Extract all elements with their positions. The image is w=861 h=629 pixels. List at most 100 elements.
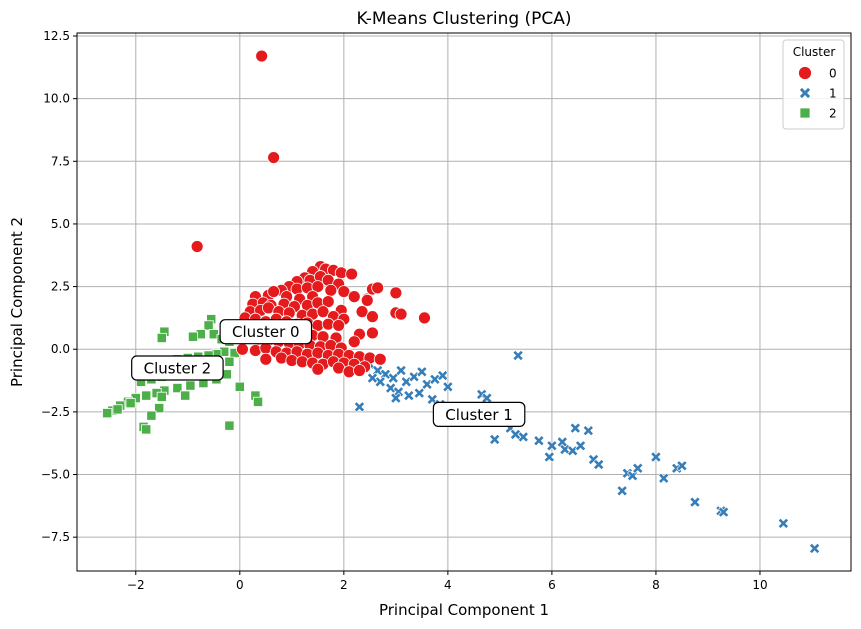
data-point-cluster-0 <box>311 362 325 376</box>
x-tick-label: 4 <box>444 578 452 592</box>
data-point-cluster-0 <box>366 310 379 324</box>
data-point-cluster-1 <box>546 440 558 452</box>
data-point-cluster-2 <box>172 383 183 394</box>
x-tick-label: 8 <box>652 578 660 592</box>
y-tick-label: 5.0 <box>51 217 70 231</box>
x-tick-label: 6 <box>548 578 556 592</box>
data-point-cluster-0 <box>371 281 385 295</box>
data-point-cluster-2 <box>125 398 136 409</box>
data-point-cluster-1 <box>481 392 493 404</box>
y-tick-label: 12.5 <box>43 29 70 43</box>
data-point-cluster-1 <box>387 372 399 384</box>
data-point-cluster-1 <box>517 431 529 443</box>
data-point-cluster-1 <box>569 422 581 434</box>
data-point-cluster-0 <box>190 240 204 253</box>
data-point-cluster-1 <box>777 517 789 529</box>
data-point-cluster-0 <box>347 335 361 349</box>
data-point-cluster-2 <box>187 331 199 342</box>
data-point-cluster-2 <box>156 332 167 344</box>
data-point-cluster-0 <box>353 364 366 377</box>
data-point-cluster-2 <box>203 320 214 331</box>
data-point-cluster-1 <box>593 458 605 471</box>
y-axis-ticks: −7.5 −5.0 −2.5 0.0 2.5 5.0 7.5 10.0 12.5 <box>41 29 77 544</box>
annotation-box <box>219 319 313 345</box>
data-point-cluster-1 <box>809 542 821 554</box>
data-point-cluster-0 <box>316 305 330 319</box>
y-axis-label: Principal Component 2 <box>8 217 26 387</box>
legend-label: 1 <box>829 87 837 101</box>
data-point-cluster-2 <box>102 408 113 419</box>
data-point-cluster-0 <box>311 280 325 293</box>
data-point-cluster-2 <box>185 380 196 391</box>
data-point-cluster-0 <box>267 285 281 299</box>
plot-frame <box>76 32 852 572</box>
data-point-cluster-1 <box>429 373 441 385</box>
legend: Cluster 0 1 2 <box>782 39 845 130</box>
data-point-cluster-0 <box>249 344 262 357</box>
data-point-cluster-0 <box>236 342 249 356</box>
data-point-cluster-1 <box>632 462 644 474</box>
data-point-cluster-1 <box>416 366 428 378</box>
data-point-cluster-1 <box>395 365 407 377</box>
data-point-cluster-1 <box>543 451 555 463</box>
data-point-cluster-0 <box>275 351 288 365</box>
data-point-cluster-0 <box>337 285 351 299</box>
legend-marker-cluster-2 <box>799 107 811 119</box>
data-point-cluster-0 <box>345 267 359 281</box>
data-point-cluster-0 <box>360 293 374 307</box>
data-point-cluster-2 <box>224 356 235 367</box>
data-point-cluster-0 <box>366 326 379 340</box>
y-tick-label: −5.0 <box>41 468 70 482</box>
data-point-cluster-1 <box>403 390 415 402</box>
data-point-cluster-1 <box>390 392 402 404</box>
legend-entries: 0 1 2 <box>798 66 837 121</box>
data-point-cluster-2 <box>112 404 123 415</box>
data-point-cluster-0 <box>389 286 403 300</box>
data-point-cluster-1 <box>533 435 545 447</box>
data-point-cluster-1 <box>567 445 579 457</box>
data-point-cluster-1 <box>512 349 524 362</box>
data-point-cluster-0 <box>267 151 281 164</box>
data-point-cluster-1 <box>689 496 701 508</box>
data-point-cluster-2 <box>146 410 157 421</box>
data-point-cluster-2 <box>141 424 152 435</box>
legend-marker-cluster-1 <box>799 87 811 99</box>
annotation-box <box>131 355 224 381</box>
data-point-cluster-1 <box>421 378 433 390</box>
data-point-cluster-0 <box>347 290 361 304</box>
data-point-cluster-0 <box>324 283 338 297</box>
data-point-cluster-1 <box>413 387 425 399</box>
data-point-cluster-2 <box>252 396 264 407</box>
data-point-cluster-0 <box>373 352 387 366</box>
annotation-label: Cluster 0 <box>232 323 300 341</box>
data-point-cluster-1 <box>489 433 501 445</box>
chart-title: K-Means Clustering (PCA) <box>356 9 571 29</box>
data-point-cluster-1 <box>353 401 365 413</box>
series-cluster-1 <box>353 349 821 554</box>
y-tick-label: −7.5 <box>41 530 70 544</box>
data-point-cluster-0 <box>255 49 269 63</box>
data-point-cluster-1 <box>400 376 412 388</box>
data-point-cluster-0 <box>259 352 273 366</box>
legend-title: Cluster <box>793 45 836 59</box>
x-tick-label: 0 <box>236 578 244 592</box>
annotation-box <box>432 401 526 427</box>
data-point-cluster-0 <box>355 305 369 319</box>
legend-label: 2 <box>829 107 837 121</box>
cluster-annotations: Cluster 0 Cluster 1 Cluster 2 <box>131 319 526 427</box>
legend-marker-cluster-0 <box>798 66 812 80</box>
data-point-cluster-0 <box>321 295 335 309</box>
data-point-cluster-1 <box>718 506 730 518</box>
data-point-cluster-1 <box>442 381 454 393</box>
data-point-cluster-1 <box>650 451 662 463</box>
data-point-cluster-0 <box>418 311 431 325</box>
x-tick-label: −2 <box>127 578 145 592</box>
legend-box <box>782 39 845 130</box>
y-tick-label: 2.5 <box>51 280 70 294</box>
x-tick-label: 2 <box>340 578 348 592</box>
data-point-cluster-2 <box>156 391 167 402</box>
data-point-cluster-0 <box>394 307 408 321</box>
annotation-label: Cluster 1 <box>445 406 513 424</box>
